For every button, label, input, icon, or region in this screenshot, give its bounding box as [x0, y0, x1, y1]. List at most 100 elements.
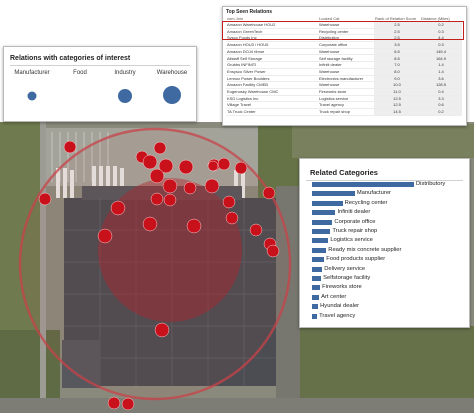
cell-category: Warehouse — [318, 81, 374, 89]
table-row[interactable]: Amazon Warehouse HOU2 Warehouse 2.5 0.2 — [226, 21, 462, 29]
cell-name: Eugenosky Warehouse CMC — [226, 88, 318, 96]
cell-category: Corporate office — [318, 41, 374, 49]
cell-category: Travel agency — [318, 101, 374, 109]
related-bar-label: Selfstorage facility — [323, 275, 371, 281]
table-row[interactable]: Lennox Power Boulders Electronics manufac… — [226, 75, 462, 83]
related-bar-label: Truck repair shop — [332, 228, 378, 234]
cell-name: Amazon GreenTech — [226, 28, 318, 36]
road-east — [276, 186, 300, 413]
related-bar-label: Infiniti dealer — [337, 209, 371, 216]
table-row[interactable]: KSD Logistics Inc Logistics service 12.5 3.… — [226, 95, 462, 103]
cell-rank: 12.5 — [374, 101, 420, 109]
related-bar[interactable] — [312, 247, 327, 253]
table-row[interactable]: Eugenosky Warehouse CMC Fireworks store 11… — [226, 88, 462, 96]
cell-category: Recycling center — [318, 28, 374, 36]
table-row[interactable]: Amazon HOU3 / HOU5 Corporate office 3.5 0.3 — [226, 41, 462, 49]
related-bar-label: Corporate office — [334, 218, 376, 225]
related-bar-label: Ready mix concrete supplier — [328, 246, 402, 253]
trucks — [56, 166, 245, 198]
cell-distance: 164.9 — [420, 54, 462, 63]
related-bar[interactable] — [312, 266, 323, 272]
road-south — [0, 398, 474, 413]
bubble-warehouse[interactable] — [163, 86, 181, 104]
outer-radius-fill — [20, 129, 290, 399]
cell-rank: 8.5 — [374, 54, 420, 63]
related-bar[interactable] — [312, 210, 336, 216]
related-bar[interactable] — [312, 219, 333, 225]
cell-rank: 14.5 — [374, 108, 420, 116]
cell-rank: 2.5 — [374, 28, 420, 36]
related-bar[interactable] — [312, 313, 318, 319]
side-building — [62, 340, 100, 388]
relations-panel-title: Relations with categories of interest — [10, 55, 131, 62]
col-header-rank[interactable]: Rank of Relation Score — [374, 16, 420, 22]
table-row[interactable]: Ensysco Silver Power Warehouse 8.0 1.4 — [226, 68, 462, 76]
related-bar-label: Hyundai dealer — [320, 303, 360, 310]
table-row[interactable]: Grubbs INFINITI Infiniti dealer 7.0 1.4 — [226, 61, 462, 69]
bubble-manufacturer[interactable] — [27, 91, 37, 101]
cell-category: Truck repair shop — [318, 108, 374, 116]
cell-name: Grubbs INFINITI — [226, 61, 318, 69]
cell-distance: 0.2 — [420, 108, 462, 116]
cell-name: Allstaff Self Storage — [226, 54, 318, 63]
related-bar[interactable] — [312, 229, 331, 234]
cell-category: Logistics service — [318, 95, 374, 103]
cell-rank: 3.5 — [374, 41, 420, 49]
related-bar-label: Delivery service — [324, 265, 366, 272]
related-bar[interactable] — [312, 257, 325, 263]
road-west — [40, 122, 46, 413]
cell-category: Electronics manufacturer — [318, 75, 374, 83]
table-row[interactable]: Allstaff Self Storage Self storage facili… — [226, 54, 462, 63]
cell-name: Ensysco Silver Power — [226, 68, 318, 76]
cell-rank: 9.0 — [374, 75, 420, 83]
related-bar[interactable] — [312, 294, 320, 300]
related-categories-panel: Related Categories Distributory Manufactu… — [299, 158, 470, 328]
table-row[interactable]: Amazon Facility CMEB Warehouse 10.0 128.5 — [226, 81, 462, 89]
category-label-food: Food — [73, 70, 87, 76]
field-top-right — [292, 124, 474, 158]
related-bar[interactable] — [312, 304, 319, 310]
cell-rank: 8.0 — [374, 68, 420, 76]
related-bar-label: Recycling center — [344, 199, 388, 206]
inner-radius-area — [98, 178, 242, 322]
roof-grid — [64, 198, 276, 386]
cell-distance: 0.3 — [420, 28, 462, 36]
cell-name: KSD Logistics Inc — [226, 95, 318, 103]
related-bar[interactable] — [312, 238, 329, 244]
cell-distance: 1.4 — [420, 61, 462, 69]
related-bar-label: Food products supplier — [326, 256, 386, 263]
cell-distance: 3.3 — [420, 95, 462, 103]
related-bar[interactable] — [312, 285, 321, 291]
table-row[interactable]: Sysco Foods Inc Distribution 2.5 4.4 — [226, 34, 462, 43]
cell-name: Amazon HOU3 / HOU5 — [226, 41, 318, 49]
related-bar[interactable] — [312, 191, 355, 197]
panel-divider — [306, 180, 463, 181]
cell-distance: 128.5 — [420, 81, 462, 89]
cell-rank: 11.0 — [374, 88, 420, 96]
bubble-industry[interactable] — [118, 89, 132, 103]
related-bar[interactable] — [312, 200, 343, 206]
cell-name: Sysco Foods Inc — [226, 34, 318, 43]
cell-name: Village Travel — [226, 101, 318, 109]
table-row[interactable]: Village Travel Travel agency 12.5 0.6 — [226, 101, 462, 109]
related-bar-label: Travel agency — [319, 312, 356, 319]
table-row[interactable]: Amazon DOJ4 ribroe Warehouse 6.5 145.4 — [226, 48, 462, 56]
cell-distance: 0.2 — [420, 21, 462, 29]
cell-category: Warehouse — [318, 48, 374, 56]
cell-category: Distribution — [318, 34, 374, 43]
table-row[interactable]: TA Truck Center Truck repair shop 14.5 0.2 — [226, 108, 462, 116]
location-markers[interactable] — [38, 140, 280, 411]
table-row[interactable]: Amazon GreenTech Recycling center 2.5 0.3 — [226, 28, 462, 36]
related-bar-label: Logistics service — [330, 237, 373, 244]
related-bar[interactable] — [312, 182, 414, 187]
related-bar-label: Manufacturer — [356, 190, 391, 197]
related-bar-label: Distributory — [416, 181, 446, 187]
cell-distance: 3.6 — [420, 75, 462, 83]
category-label-warehouse: Warehouse — [156, 70, 188, 76]
related-title: Related Categories — [310, 168, 378, 177]
cell-rank: 6.5 — [374, 48, 420, 56]
cell-category: Warehouse — [318, 68, 374, 76]
cell-category: Self storage facility — [318, 54, 374, 63]
related-bar[interactable] — [312, 276, 322, 281]
cell-name: Lennox Power Boulders — [226, 75, 318, 83]
